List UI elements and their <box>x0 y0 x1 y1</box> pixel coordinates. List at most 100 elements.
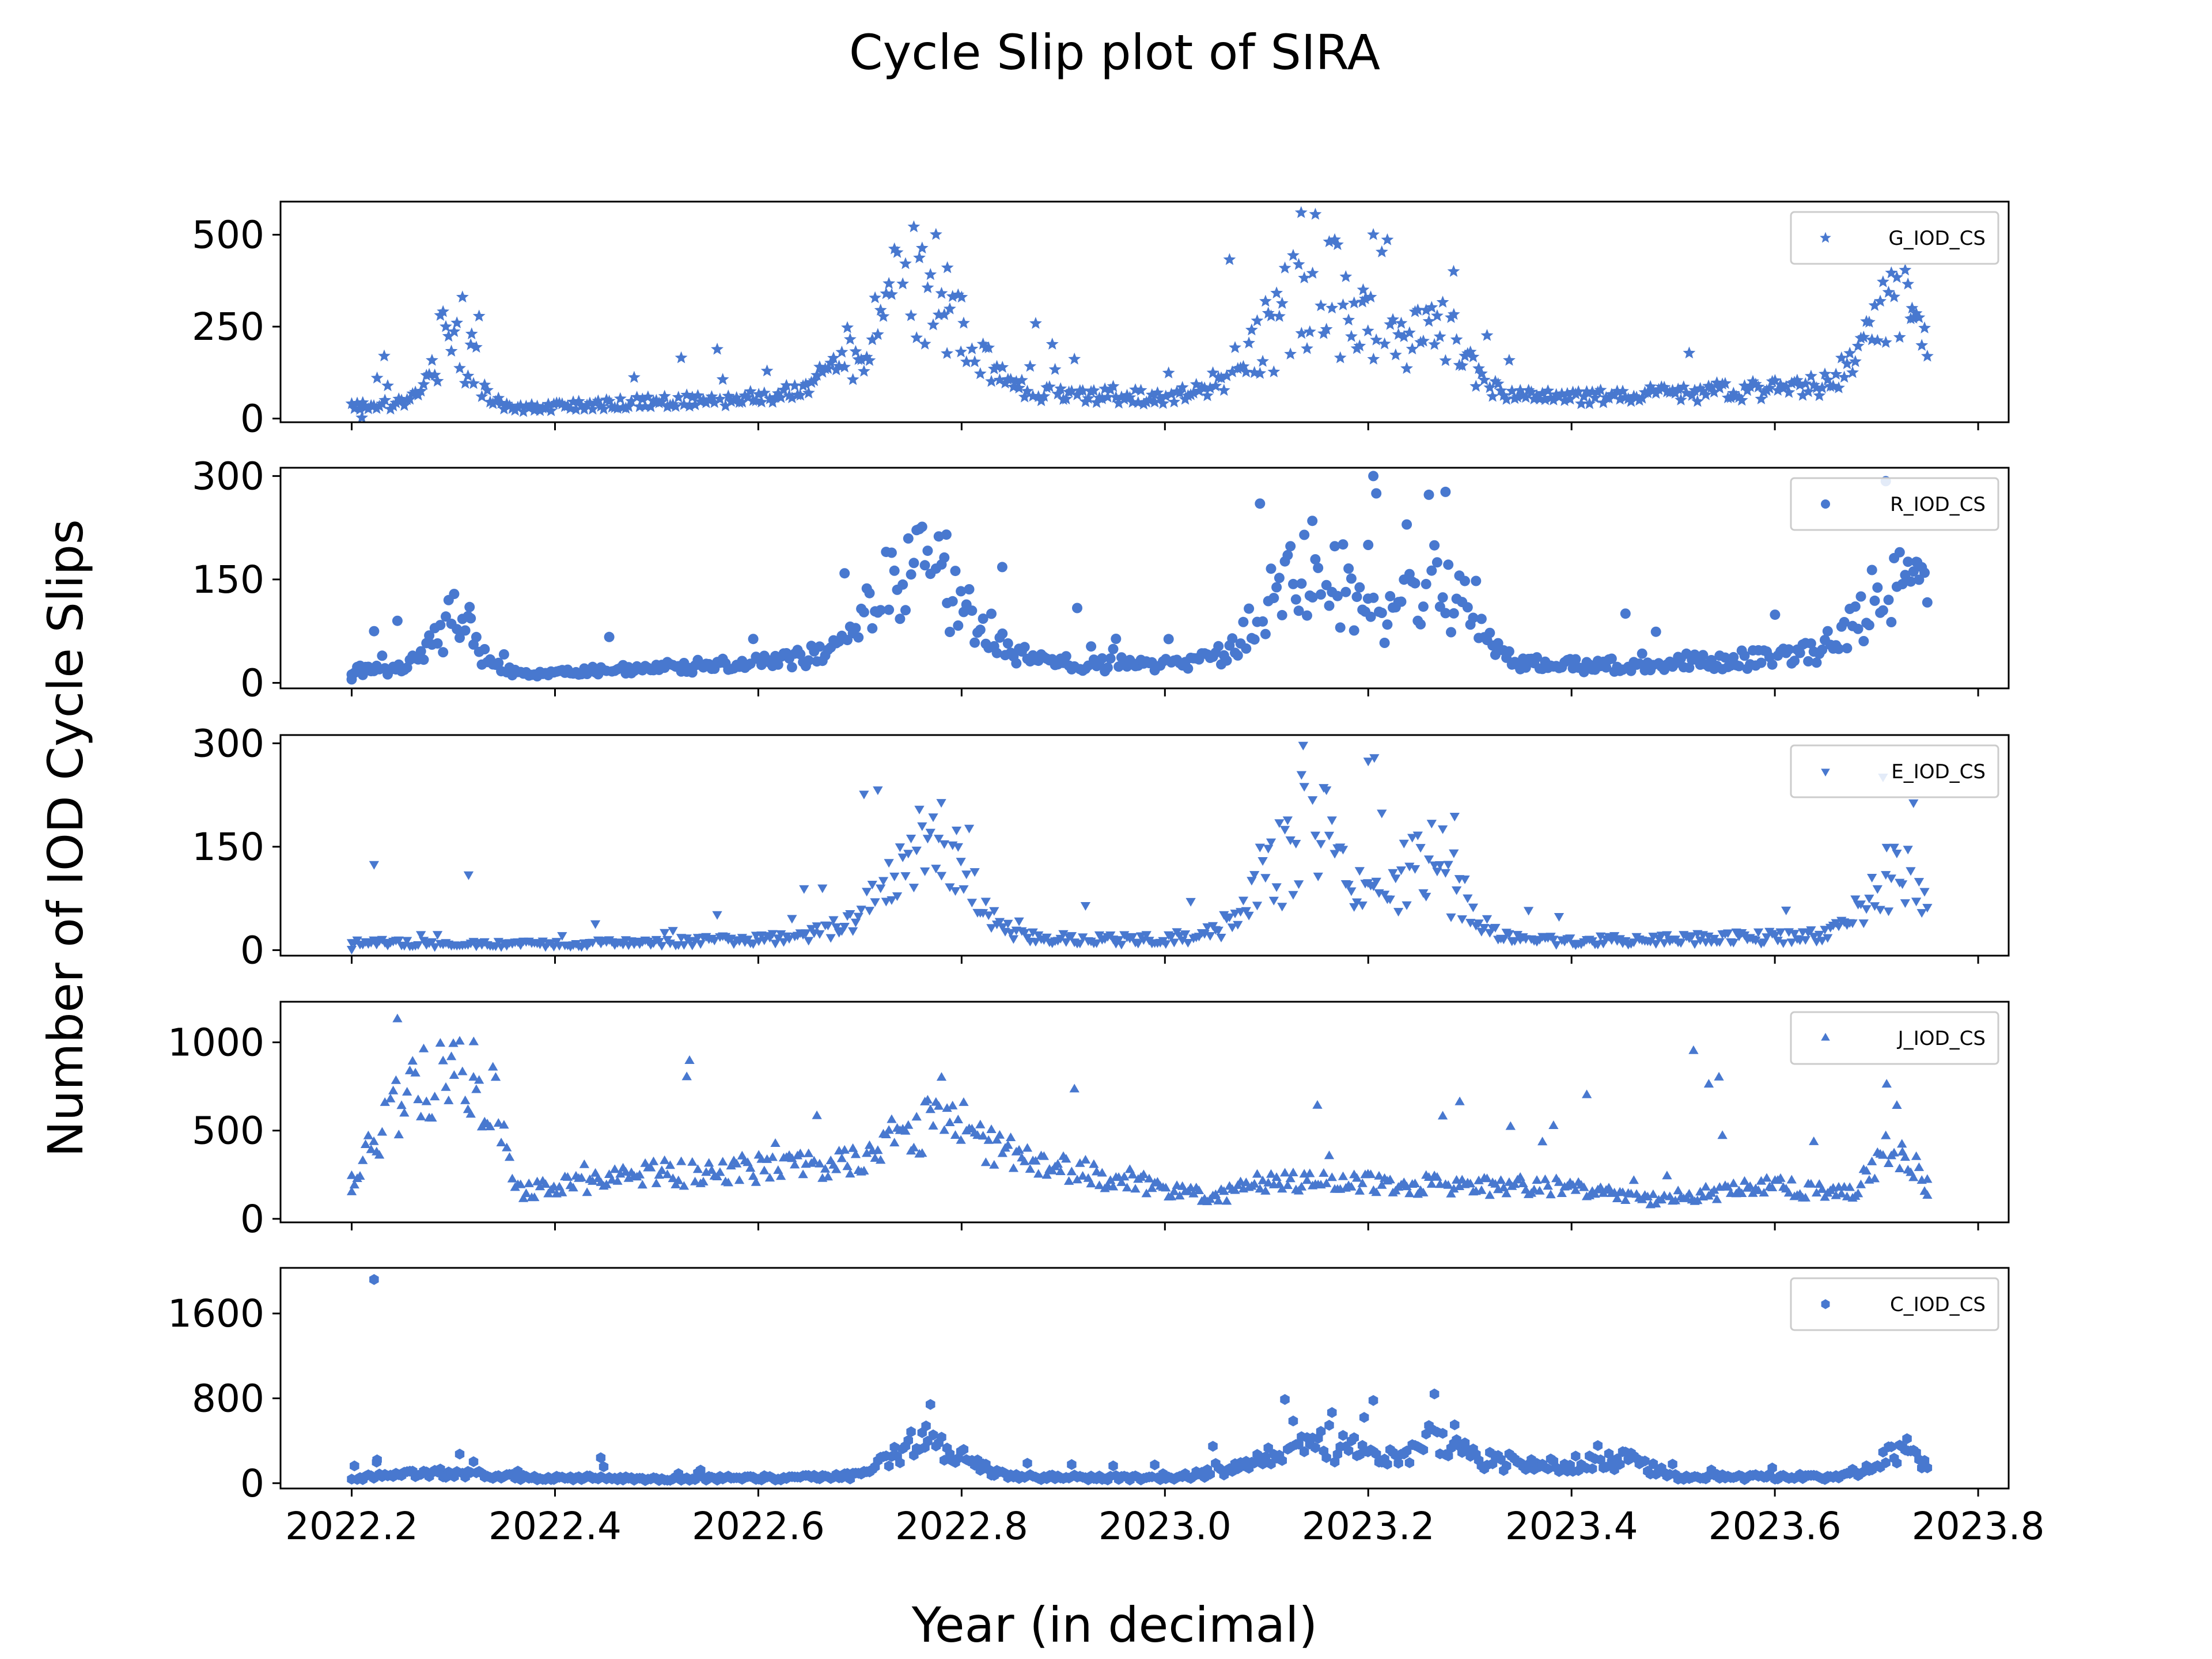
data-point <box>1482 915 1493 924</box>
data-point <box>518 1193 529 1202</box>
data-point <box>363 1130 373 1139</box>
data-point <box>1185 897 1196 907</box>
data-point <box>719 399 732 411</box>
data-point <box>1151 386 1164 399</box>
data-point <box>1532 1175 1542 1184</box>
data-point <box>1075 940 1085 949</box>
data-point <box>1279 825 1290 835</box>
data-point <box>1696 384 1710 397</box>
data-point <box>997 923 1007 932</box>
data-point <box>1055 1166 1066 1175</box>
data-point <box>1714 1071 1724 1081</box>
data-point <box>1900 1152 1910 1161</box>
data-point <box>355 1171 365 1180</box>
data-point <box>1851 339 1865 352</box>
data-point <box>1037 389 1051 402</box>
data-point <box>1595 932 1606 941</box>
data-point <box>1523 907 1534 916</box>
data-point <box>1781 906 1791 915</box>
data-point <box>582 1187 592 1196</box>
data-point <box>1255 1184 1265 1193</box>
data-point <box>1417 334 1430 347</box>
data-point <box>1918 321 1931 334</box>
data-point <box>1296 578 1307 589</box>
data-point <box>1675 393 1687 406</box>
data-point <box>1353 339 1366 351</box>
x-tick-label: 2022.6 <box>692 1504 825 1548</box>
data-point <box>978 613 988 624</box>
data-point <box>715 1167 725 1176</box>
data-point <box>469 340 483 353</box>
data-point <box>1475 367 1488 380</box>
data-point <box>656 395 668 407</box>
data-point <box>1288 1415 1298 1427</box>
data-point <box>1279 1168 1290 1177</box>
legend: G_IOD_CS <box>1790 211 1999 265</box>
data-point <box>1410 1179 1421 1187</box>
data-point <box>1041 1170 1052 1179</box>
data-point <box>1226 365 1239 377</box>
data-point <box>500 397 513 410</box>
data-point <box>928 1120 938 1130</box>
data-point <box>1813 389 1826 402</box>
data-point <box>798 1169 808 1179</box>
data-point <box>464 338 478 350</box>
y-tick-label: 250 <box>192 305 264 349</box>
data-point <box>1324 600 1335 611</box>
data-point <box>444 1095 454 1104</box>
data-point <box>835 345 849 358</box>
data-point <box>1783 1188 1794 1197</box>
data-point <box>1377 1180 1387 1189</box>
data-point <box>941 261 954 274</box>
data-point <box>878 877 889 886</box>
data-point <box>900 1126 911 1135</box>
data-point <box>416 931 426 940</box>
data-point <box>802 386 815 399</box>
data-point <box>955 345 967 358</box>
data-point <box>1013 381 1025 394</box>
data-point <box>1147 1183 1157 1192</box>
data-point <box>1385 895 1395 904</box>
data-point <box>630 391 643 403</box>
data-point <box>1886 617 1897 627</box>
data-point <box>698 1176 709 1185</box>
data-point <box>1570 1185 1581 1194</box>
data-point <box>1058 930 1069 939</box>
data-point <box>1504 930 1514 939</box>
data-point <box>1313 872 1323 881</box>
x-axis-label: Year (in decimal) <box>911 1597 1318 1653</box>
data-point <box>887 1114 897 1123</box>
data-point <box>1219 1186 1229 1195</box>
data-point <box>1096 392 1109 404</box>
data-point <box>1877 605 1888 616</box>
data-point <box>1288 578 1298 589</box>
data-point <box>712 1172 722 1180</box>
data-point <box>889 565 900 576</box>
data-point <box>1365 611 1376 622</box>
data-point <box>1054 382 1067 395</box>
data-point <box>947 596 958 607</box>
data-point <box>869 291 881 304</box>
data-point <box>924 268 937 281</box>
data-point <box>1835 351 1848 363</box>
data-point <box>524 1178 534 1187</box>
data-point <box>357 669 368 680</box>
data-point <box>428 368 441 381</box>
data-point <box>1202 923 1213 932</box>
data-point <box>1173 386 1186 399</box>
data-point <box>1426 820 1437 829</box>
data-point <box>1293 605 1304 616</box>
data-point <box>561 399 574 411</box>
data-point <box>1842 1191 1853 1200</box>
y-tick-label: 0 <box>240 661 264 705</box>
data-point <box>1628 1175 1639 1184</box>
data-point <box>1387 313 1399 325</box>
data-point <box>496 1138 506 1146</box>
data-point <box>639 400 652 412</box>
data-point <box>476 1122 487 1131</box>
data-point <box>471 631 482 642</box>
data-point <box>1908 1172 1919 1181</box>
data-point <box>1367 228 1380 240</box>
data-point <box>1719 377 1732 389</box>
data-point <box>896 277 910 290</box>
